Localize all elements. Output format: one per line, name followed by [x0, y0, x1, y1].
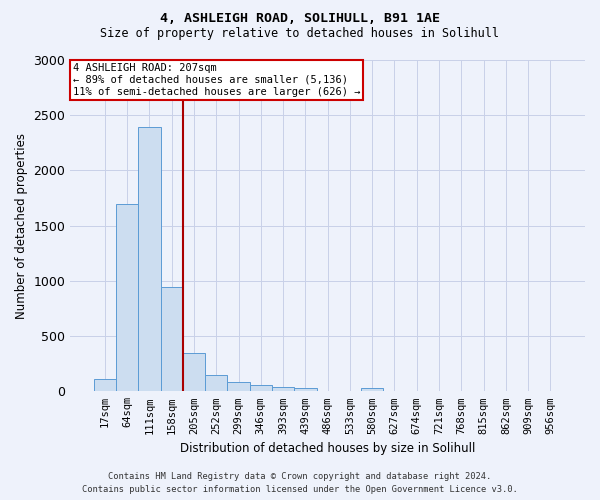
- Bar: [361, 388, 383, 392]
- Bar: [294, 388, 317, 392]
- Bar: [227, 382, 250, 392]
- Bar: [205, 374, 227, 392]
- Bar: [138, 128, 161, 392]
- Text: Size of property relative to detached houses in Solihull: Size of property relative to detached ho…: [101, 28, 499, 40]
- Y-axis label: Number of detached properties: Number of detached properties: [15, 132, 28, 318]
- Bar: [116, 204, 138, 392]
- Text: 4 ASHLEIGH ROAD: 207sqm
← 89% of detached houses are smaller (5,136)
11% of semi: 4 ASHLEIGH ROAD: 207sqm ← 89% of detache…: [73, 64, 361, 96]
- Text: Contains HM Land Registry data © Crown copyright and database right 2024.
Contai: Contains HM Land Registry data © Crown c…: [82, 472, 518, 494]
- Bar: [94, 379, 116, 392]
- Bar: [183, 352, 205, 392]
- Bar: [272, 388, 294, 392]
- Bar: [250, 385, 272, 392]
- Text: 4, ASHLEIGH ROAD, SOLIHULL, B91 1AE: 4, ASHLEIGH ROAD, SOLIHULL, B91 1AE: [160, 12, 440, 26]
- Bar: [161, 288, 183, 392]
- X-axis label: Distribution of detached houses by size in Solihull: Distribution of detached houses by size …: [180, 442, 475, 455]
